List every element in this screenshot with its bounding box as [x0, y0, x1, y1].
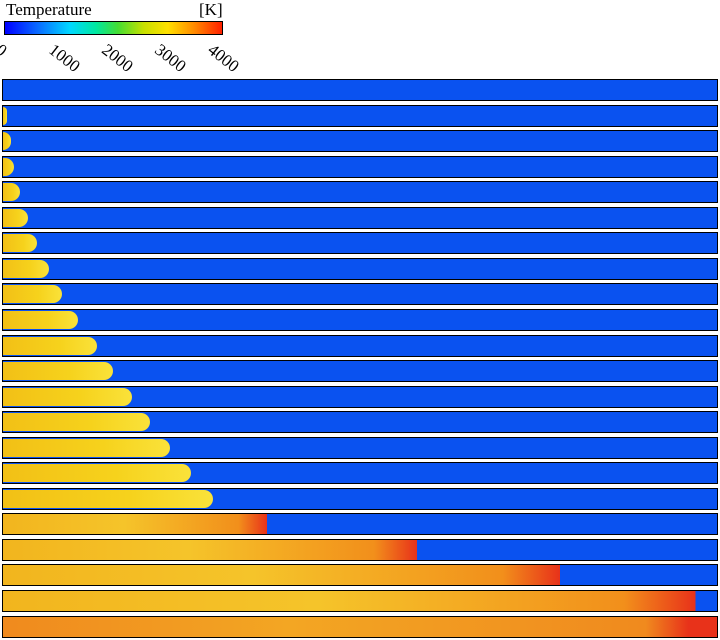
flame-region [3, 285, 62, 303]
strip-18 [2, 513, 718, 535]
flame-region [3, 464, 191, 482]
temperature-colorbar [4, 21, 223, 35]
legend-unit: [K] [199, 0, 223, 19]
strip-22 [2, 616, 718, 638]
strip-12 [2, 360, 718, 382]
flame-region [3, 183, 20, 201]
strip-1 [2, 79, 718, 101]
strip-4 [2, 156, 718, 178]
flame-region [3, 413, 150, 431]
strip-14 [2, 411, 718, 433]
flame-region [3, 490, 213, 508]
flame-region [3, 362, 113, 380]
strip-13 [2, 386, 718, 408]
flame-region [3, 439, 170, 457]
flame-region [3, 107, 7, 125]
strip-6 [2, 207, 718, 229]
flame-region [3, 337, 97, 355]
strip-3 [2, 130, 718, 152]
flame-region [3, 132, 11, 150]
strip-2 [2, 105, 718, 127]
flame-region [3, 388, 132, 406]
flame-region [3, 311, 78, 329]
strip-15 [2, 437, 718, 459]
flame-region [3, 234, 37, 252]
flame-region [3, 260, 49, 278]
strip-16 [2, 462, 718, 484]
strip-10 [2, 309, 718, 331]
strip-9 [2, 283, 718, 305]
strip-11 [2, 335, 718, 357]
strip-20 [2, 564, 718, 586]
strip-5 [2, 181, 718, 203]
strip-21 [2, 590, 718, 612]
strip-8 [2, 258, 718, 280]
flame-region [3, 158, 14, 176]
strip-7 [2, 232, 718, 254]
strip-19 [2, 539, 718, 561]
flame-region [3, 209, 28, 227]
legend-title: Temperature [6, 0, 92, 19]
strip-17 [2, 488, 718, 510]
